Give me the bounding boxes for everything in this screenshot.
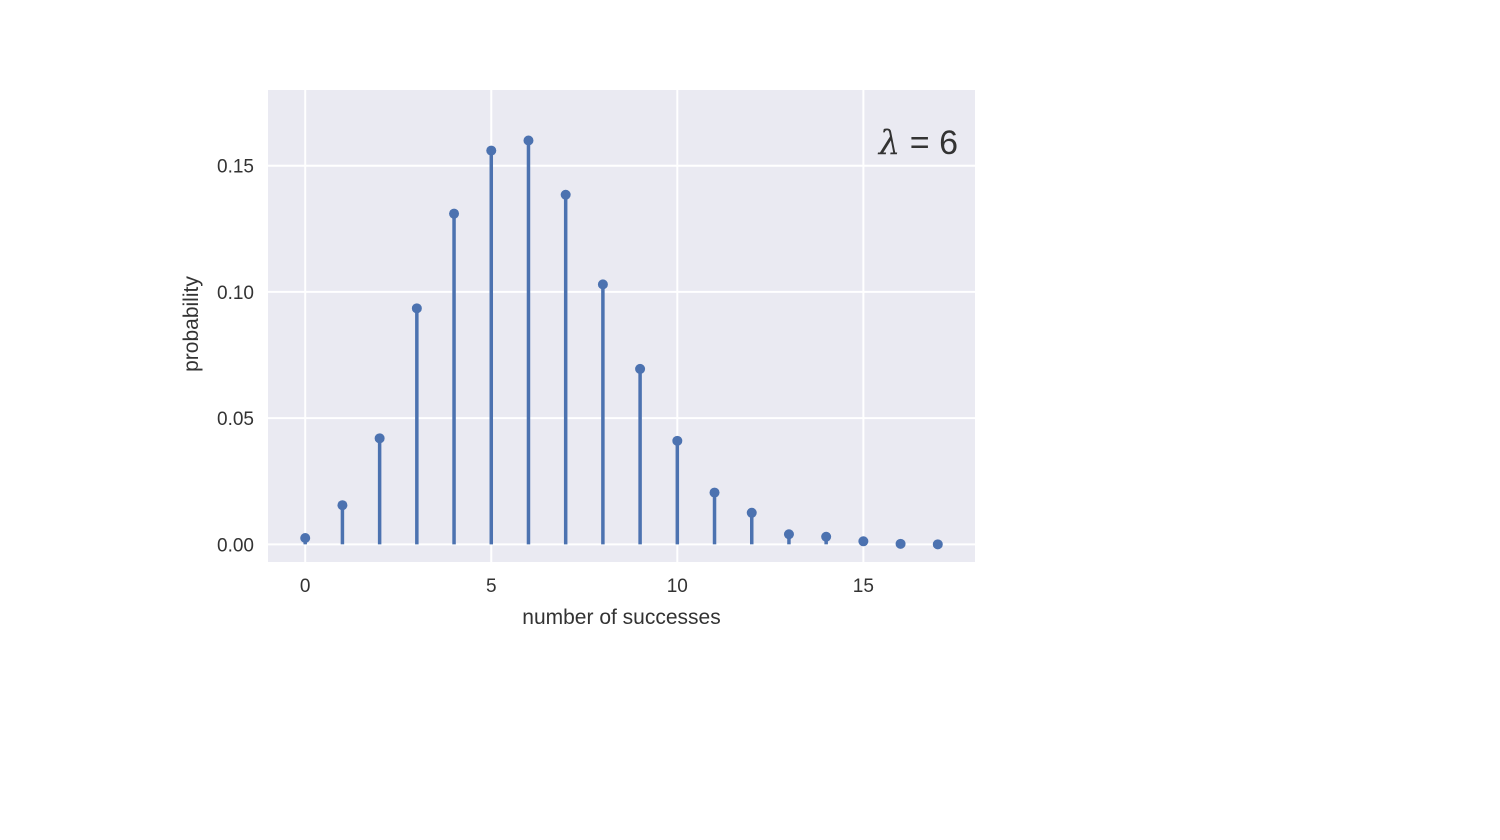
- y-tick-label: 0.15: [217, 157, 254, 178]
- stem-marker: [523, 135, 534, 146]
- stem-marker: [932, 539, 943, 550]
- stem-marker: [597, 279, 608, 290]
- x-tick-label: 15: [853, 576, 874, 597]
- y-tick-label: 0.05: [217, 409, 254, 430]
- lambda-annotation: λ = 6: [877, 123, 958, 163]
- stem-marker: [895, 538, 906, 549]
- lambda-symbol: λ: [877, 123, 901, 163]
- x-tick-label: 0: [300, 576, 311, 597]
- x-axis-label: number of successes: [522, 606, 720, 629]
- stem-marker: [672, 435, 683, 446]
- stem-marker: [337, 500, 348, 511]
- stem-marker: [411, 303, 422, 314]
- x-tick-label: 5: [486, 576, 497, 597]
- stem-marker: [783, 529, 794, 540]
- stem-marker: [709, 487, 720, 498]
- x-tick-label: 10: [667, 576, 688, 597]
- stem-marker: [449, 208, 460, 219]
- stem-marker: [560, 189, 571, 200]
- y-axis-label: probability: [180, 276, 203, 372]
- plot-background: [268, 90, 975, 562]
- stem-marker: [635, 363, 646, 374]
- stem-marker: [821, 531, 832, 542]
- tick-labels: 0 5 10 15 0.00 0.05 0.10 0.15: [217, 157, 874, 597]
- stem-marker: [374, 433, 385, 444]
- stem-marker: [486, 145, 497, 156]
- stem-marker: [858, 536, 869, 547]
- lambda-value: = 6: [900, 124, 958, 162]
- y-tick-label: 0.10: [217, 283, 254, 304]
- y-tick-label: 0.00: [217, 535, 254, 556]
- stems: [300, 135, 943, 550]
- stem-marker: [300, 533, 311, 544]
- stem-marker: [746, 507, 757, 518]
